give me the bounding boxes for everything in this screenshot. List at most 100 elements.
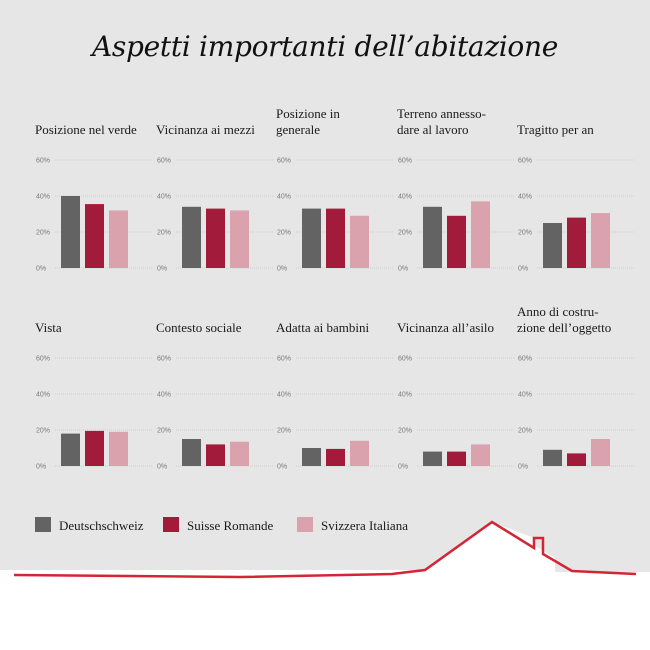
y-tick-label: 40% — [398, 392, 412, 399]
y-tick-label: 40% — [157, 392, 171, 399]
legend-label: Deutschschweiz — [59, 518, 144, 533]
chart-panel: Adatta ai bambini 60% 40% 20% 0% — [276, 298, 394, 471]
chart-title: Posizione nel verde — [35, 122, 137, 137]
bar-chart: 60% 40% 20% 0% — [277, 158, 394, 273]
bar-suisse-romande — [447, 451, 466, 466]
y-tick-label: 0% — [36, 464, 46, 471]
chart-title: Terreno annesso-dare al lavoro — [397, 106, 486, 137]
y-tick-label: 0% — [398, 464, 408, 471]
y-tick-label: 20% — [157, 428, 171, 435]
bar-deutschschweiz — [302, 448, 321, 466]
y-tick-label: 20% — [277, 230, 291, 237]
chart-panel: Posizione in generale 60% 40% 20% 0% — [276, 100, 394, 273]
y-tick-label: 60% — [398, 356, 412, 363]
y-tick-label: 0% — [277, 266, 287, 273]
y-tick-label: 60% — [157, 158, 171, 165]
y-tick-label: 0% — [157, 464, 167, 471]
y-tick-label: 40% — [36, 194, 50, 201]
y-tick-label: 40% — [277, 194, 291, 201]
legend-swatch — [297, 517, 313, 532]
chart-title: Vista — [35, 320, 62, 335]
bar-chart: 60% 40% 20% 0% — [36, 158, 153, 273]
y-tick-label: 60% — [518, 356, 532, 363]
bar-chart: 60% 40% 20% 0% — [36, 356, 153, 471]
bar-deutschschweiz — [543, 449, 562, 466]
bar-chart: 60% 40% 20% 0% — [398, 158, 515, 273]
bar-svizzera-italiana — [471, 444, 490, 466]
bar-chart: 60% 40% 20% 0% — [398, 356, 515, 471]
chart-panel: Posizione nel verde 60% 40% 20% 0% — [35, 100, 153, 273]
chart-panel: Vicinanza all’asilo 60% 40% 20% 0% — [397, 298, 515, 471]
legend-swatch — [35, 517, 51, 532]
bar-deutschschweiz — [423, 206, 442, 268]
bar-chart: 60% 40% 20% 0% — [157, 356, 274, 471]
bar-chart: 60% 40% 20% 0% — [518, 158, 635, 273]
chart-panel: Tragitto per an 60% 40% 20% 0% — [517, 100, 635, 273]
bar-deutschschweiz — [61, 433, 80, 466]
y-tick-label: 20% — [398, 230, 412, 237]
y-tick-label: 40% — [277, 392, 291, 399]
bar-chart: 60% 40% 20% 0% — [157, 158, 274, 273]
bar-deutschschweiz — [61, 196, 80, 268]
bar-svizzera-italiana — [350, 215, 369, 268]
chart-title: Anno di costru-zione dell’oggetto — [517, 304, 612, 335]
bar-svizzera-italiana — [591, 213, 610, 268]
bar-suisse-romande — [206, 208, 225, 268]
bar-svizzera-italiana — [230, 441, 249, 466]
bar-svizzera-italiana — [109, 210, 128, 268]
y-tick-label: 20% — [518, 428, 532, 435]
bar-chart: 60% 40% 20% 0% — [518, 356, 635, 471]
y-tick-label: 20% — [518, 230, 532, 237]
y-tick-label: 40% — [398, 194, 412, 201]
y-tick-label: 20% — [398, 428, 412, 435]
chart-panel: Vicinanza ai mezzi 60% 40% 20% 0% — [156, 100, 274, 273]
y-tick-label: 60% — [398, 158, 412, 165]
bar-svizzera-italiana — [591, 439, 610, 466]
bar-suisse-romande — [567, 217, 586, 268]
chart-title: Posizione in generale — [276, 106, 340, 137]
bar-deutschschweiz — [543, 223, 562, 268]
bar-svizzera-italiana — [109, 431, 128, 466]
y-tick-label: 60% — [36, 356, 50, 363]
chart-title: Vicinanza all’asilo — [397, 320, 495, 335]
legend-swatch — [163, 517, 179, 532]
y-tick-label: 40% — [157, 194, 171, 201]
y-tick-label: 0% — [277, 464, 287, 471]
chart-panel: Vista 60% 40% 20% 0% — [35, 298, 153, 471]
chart-title: Vicinanza ai mezzi — [156, 122, 255, 137]
bar-deutschschweiz — [423, 451, 442, 466]
bar-chart: 60% 40% 20% 0% — [277, 356, 394, 471]
bar-suisse-romande — [447, 215, 466, 268]
y-tick-label: 0% — [518, 266, 528, 273]
y-tick-label: 60% — [157, 356, 171, 363]
legend-label: Svizzera Italiana — [321, 518, 408, 533]
background-panel — [0, 0, 650, 572]
legend: Deutschschweiz Suisse Romande Svizzera I… — [35, 515, 455, 537]
roof-outline — [13, 520, 637, 579]
bar-suisse-romande — [567, 453, 586, 466]
y-tick-label: 20% — [36, 230, 50, 237]
y-tick-label: 60% — [277, 356, 291, 363]
y-tick-label: 40% — [518, 194, 532, 201]
y-tick-label: 40% — [36, 392, 50, 399]
y-tick-label: 20% — [36, 428, 50, 435]
bar-suisse-romande — [85, 204, 104, 268]
y-tick-label: 20% — [157, 230, 171, 237]
y-tick-label: 0% — [518, 464, 528, 471]
bar-svizzera-italiana — [230, 210, 249, 268]
y-tick-label: 0% — [157, 266, 167, 273]
bar-suisse-romande — [326, 208, 345, 268]
chart-panel: Anno di costru-zione dell’oggetto 60% 40% 2… — [517, 298, 635, 471]
y-tick-label: 60% — [36, 158, 50, 165]
chart-title: Contesto sociale — [156, 320, 242, 335]
legend-label: Suisse Romande — [187, 518, 274, 533]
chart-panel: Contesto sociale 60% 40% 20% 0% — [156, 298, 274, 471]
bar-suisse-romande — [326, 448, 345, 466]
y-tick-label: 40% — [518, 392, 532, 399]
chart-title: Tragitto per an — [517, 122, 594, 137]
y-tick-label: 0% — [36, 266, 46, 273]
y-tick-label: 0% — [398, 266, 408, 273]
bar-svizzera-italiana — [350, 440, 369, 466]
